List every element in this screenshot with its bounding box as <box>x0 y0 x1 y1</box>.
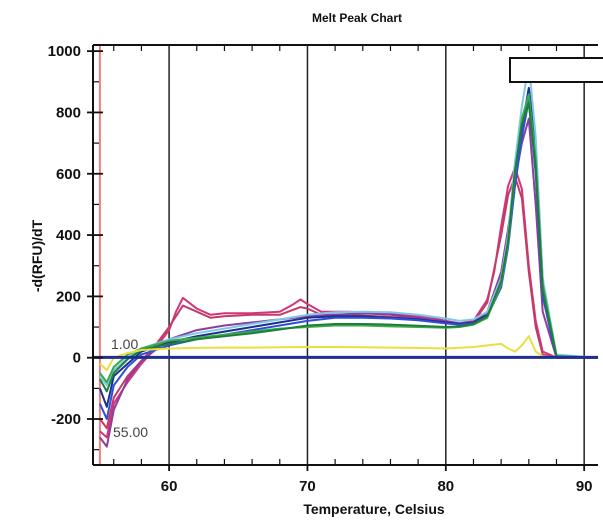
y-tick-label-0: 1000 <box>48 43 81 60</box>
y-tick-label-1: 800 <box>56 104 81 121</box>
x-tick-label-0: 60 <box>161 478 178 495</box>
series-line-7 <box>99 102 599 393</box>
y-tick-label-4: 200 <box>56 288 81 305</box>
y-tick-label-2: 600 <box>56 166 81 183</box>
series-line-1 <box>99 175 598 430</box>
threshold-label: 1.00 <box>111 336 138 352</box>
legend-box <box>509 57 603 83</box>
x-tick-label-2: 80 <box>437 478 454 495</box>
x-tick-label-3: 90 <box>576 478 593 495</box>
series-line-2 <box>99 117 598 448</box>
series-line-4 <box>98 99 598 420</box>
series-line-6 <box>99 93 599 384</box>
series-line-8 <box>99 335 598 371</box>
series-layer <box>98 62 599 448</box>
x-axis-label: Temperature, Celsius <box>303 501 445 517</box>
y-axis-label: -d(RFU)/dT <box>29 219 45 292</box>
x-tick-label-1: 70 <box>299 478 316 495</box>
y-tick-label-3: 400 <box>56 227 81 244</box>
axis-layer: 1000 800 600 400 200 0 -200 60 70 80 90 <box>48 43 598 495</box>
y-tick-label-6: -200 <box>51 411 81 428</box>
start-temp-label: 55.00 <box>113 424 148 440</box>
grid-layer <box>98 45 585 465</box>
y-tick-label-5: 0 <box>73 350 81 367</box>
chart-title: Melt Peak Chart <box>312 11 402 25</box>
